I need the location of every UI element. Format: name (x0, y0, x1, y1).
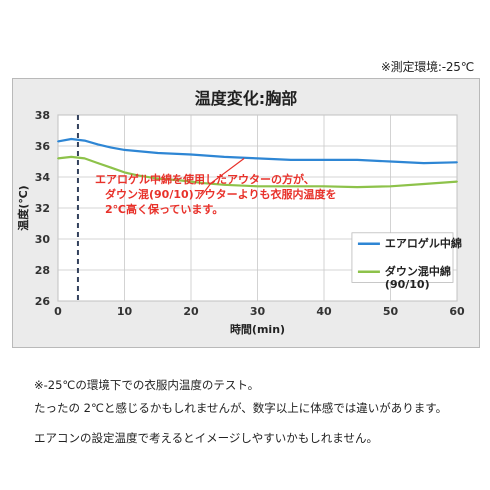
x-tick-label: 60 (449, 305, 465, 318)
caption-aircon-analogy: エアコンの設定温度で考えるとイメージしやすいかもしれません。 (34, 431, 378, 445)
x-tick-label: 30 (250, 305, 266, 318)
y-tick-label: 32 (35, 202, 50, 215)
series-0-point (57, 140, 59, 143)
series-0-point (83, 139, 86, 142)
x-tick-label: 10 (117, 305, 133, 318)
y-tick-label: 28 (35, 264, 50, 277)
y-tick-label: 34 (35, 171, 51, 184)
series-1-point (289, 185, 292, 188)
caption-test-condition: ※-25℃の環境下での衣服内温度のテスト。 (34, 378, 260, 392)
measurement-environment-note: ※測定環境:-25℃ (380, 60, 474, 74)
series-1-point (57, 157, 59, 160)
x-tick-label: 0 (54, 305, 62, 318)
series-0-point (123, 148, 126, 151)
series-0-point (422, 162, 425, 164)
caption-body-feeling: たったの 2℃と感じるかもしれませんが、数字以上に体感では違いがあります。 (34, 401, 448, 415)
series-0-point (223, 155, 226, 158)
series-0-point (456, 161, 458, 164)
y-tick-label: 36 (35, 140, 51, 153)
series-0-point (70, 138, 73, 140)
annotation-line: ダウン混(90/10)アウターよりも衣服内温度を (105, 187, 336, 201)
legend-label-1: ダウン混中綿 (385, 264, 451, 278)
annotation-line: エアロゲル中綿を使用したアウターの方が、 (95, 172, 315, 186)
series-1-point (456, 180, 458, 183)
series-1-point (70, 155, 73, 158)
x-tick-label: 20 (183, 305, 199, 318)
series-0-point (289, 159, 292, 161)
series-1-point (83, 157, 86, 160)
series-1-point (356, 186, 359, 188)
series-0-point (389, 160, 392, 163)
series-1-point (190, 180, 192, 183)
series-1-point (110, 166, 113, 169)
chart-panel: 温度変化:胸部 26 28 30 32 34 36 38 0 10 20 30 40 50 60 時間(mi… (12, 78, 480, 348)
series-0-point (97, 143, 99, 146)
series-1-point (323, 185, 325, 188)
series-1-point (97, 162, 99, 164)
y-tick-label: 38 (35, 109, 50, 122)
series-0-point (190, 153, 192, 156)
legend-box (351, 232, 454, 283)
series-1-point (256, 185, 259, 188)
series-1-point (422, 183, 425, 185)
legend-label-0: エアロゲル中綿 (385, 236, 462, 250)
series-0-point (356, 159, 359, 161)
x-axis-title: 時間(min) (230, 322, 285, 336)
x-tick-label: 50 (383, 305, 399, 318)
series-0-point (110, 146, 113, 149)
y-axis-title: 温度(℃) (16, 185, 30, 230)
y-tick-label: 26 (35, 295, 51, 308)
annotation-arrow (198, 182, 212, 200)
series-1-point (389, 185, 392, 188)
annotation-line: 2℃高く保っています。 (105, 202, 223, 216)
series-1-point (123, 171, 126, 174)
series-0-point (256, 157, 259, 160)
series-1-point (176, 179, 179, 181)
series-1-point (223, 183, 226, 186)
series-1-point (203, 182, 206, 185)
annotation-arrow (210, 157, 245, 184)
y-tick-label: 30 (35, 233, 51, 246)
x-tick-label: 40 (316, 305, 332, 318)
series-1-point (136, 174, 139, 177)
series-0-point (323, 159, 325, 161)
legend-label-1: (90/10) (385, 278, 430, 291)
series-line-0 (57, 137, 458, 165)
series-0-point (156, 152, 159, 154)
series-1-point (156, 177, 159, 180)
chart-title: 温度変化:胸部 (194, 89, 298, 108)
